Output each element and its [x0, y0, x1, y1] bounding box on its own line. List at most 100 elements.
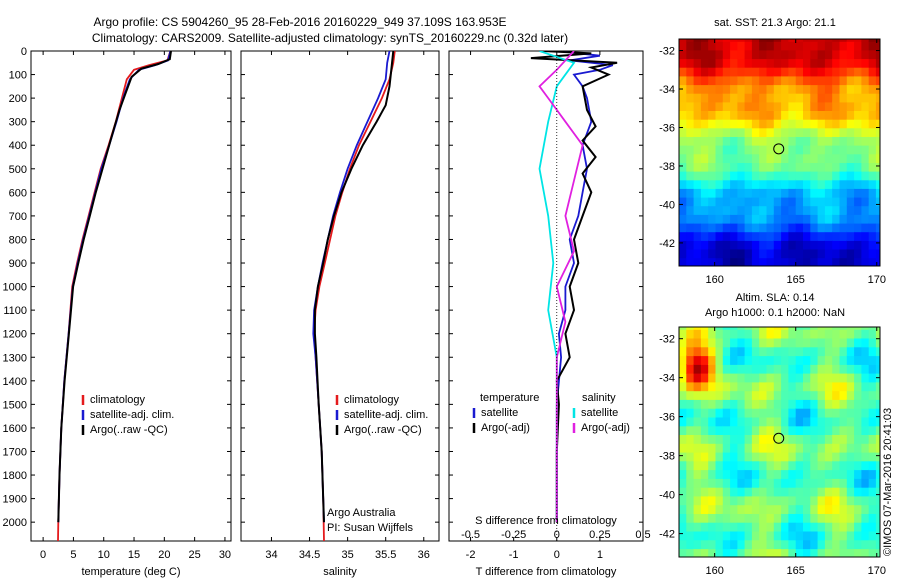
heatmap-cell — [832, 364, 841, 374]
heatmap-cell — [817, 513, 826, 523]
heatmap-cell — [795, 92, 804, 103]
heatmap-cell — [846, 328, 855, 339]
heatmap-cell — [722, 118, 731, 129]
map-y-tick-label: -38 — [659, 451, 675, 463]
heatmap-cell — [788, 399, 797, 409]
heatmap-cell — [722, 110, 731, 120]
heatmap-cell — [832, 355, 841, 365]
heatmap-cell — [708, 257, 717, 266]
heatmap-cell — [854, 451, 863, 462]
heatmap-cell — [795, 478, 804, 488]
heatmap-cell — [744, 478, 753, 488]
heatmap-cell — [679, 337, 688, 348]
heatmap-cell — [715, 539, 724, 550]
heatmap-cell — [832, 451, 841, 462]
heatmap-cell — [700, 407, 709, 418]
heatmap-cell — [861, 530, 870, 541]
heatmap-cell — [875, 434, 880, 444]
heatmap-cell — [730, 407, 739, 418]
heatmap-cell — [686, 231, 695, 241]
heatmap-cell — [875, 214, 880, 224]
heatmap-cell — [817, 58, 826, 68]
heatmap-cell — [766, 539, 775, 550]
heatmap-cell — [715, 39, 724, 42]
sst-heatmap-cells — [679, 39, 880, 266]
heatmap-cell — [832, 214, 841, 224]
heatmap-cell — [875, 58, 880, 68]
heatmap-cell — [759, 39, 768, 42]
heatmap-cell — [693, 101, 702, 111]
heatmap-cell — [766, 170, 775, 181]
heatmap-cell — [832, 495, 841, 506]
heatmap-cell — [737, 127, 746, 137]
heatmap-cell — [875, 521, 880, 532]
heatmap-cell — [751, 231, 760, 241]
temperature-panel: 0100200300400500600700800900100011001200… — [3, 46, 232, 578]
heatmap-cell — [722, 416, 731, 427]
heatmap-cell — [737, 346, 746, 357]
depth-tick-label: 1900 — [3, 494, 27, 506]
heatmap-cell — [781, 214, 790, 224]
heatmap-cell — [795, 179, 804, 189]
heatmap-cell — [788, 127, 797, 137]
heatmap-cell — [832, 399, 841, 409]
heatmap-cell — [751, 162, 760, 172]
heatmap-cell — [817, 170, 826, 181]
heatmap-cell — [839, 127, 848, 137]
heatmap-cell — [795, 355, 804, 365]
heatmap-cell — [737, 40, 746, 51]
heatmap-cell — [693, 416, 702, 427]
heatmap-cell — [693, 257, 702, 266]
heatmap-cell — [715, 355, 724, 365]
heatmap-cell — [817, 257, 826, 266]
legend-label: satellite-adj. clim. — [344, 409, 428, 421]
heatmap-cell — [744, 153, 753, 163]
heatmap-cell — [832, 39, 841, 42]
heatmap-cell — [700, 75, 709, 86]
heatmap-cell — [781, 40, 790, 51]
heatmap-cell — [817, 337, 826, 348]
heatmap-cell — [708, 407, 717, 418]
heatmap-cell — [773, 214, 782, 224]
map-y-tick-label: -36 — [659, 412, 675, 424]
heatmap-cell — [832, 49, 841, 60]
heatmap-cell — [839, 478, 848, 488]
heatmap-cell — [773, 248, 782, 259]
heatmap-cell — [730, 58, 739, 68]
map-y-tick-label: -34 — [659, 373, 675, 385]
heatmap-cell — [788, 110, 797, 120]
heatmap-cell — [751, 364, 760, 374]
heatmap-cell — [708, 451, 717, 462]
heatmap-cell — [832, 478, 841, 488]
heatmap-cell — [817, 460, 826, 471]
heatmap-cell — [737, 101, 746, 111]
heatmap-cell — [773, 58, 782, 68]
heatmap-cell — [810, 381, 819, 392]
heatmap-cell — [810, 118, 819, 129]
heatmap-cell — [737, 188, 746, 198]
heatmap-cell — [708, 469, 717, 479]
heatmap-cell — [846, 92, 855, 103]
heatmap-cell — [824, 188, 833, 198]
heatmap-cell — [868, 372, 877, 383]
heatmap-cell — [751, 214, 760, 224]
heatmap-cell — [708, 101, 717, 111]
heatmap-cell — [773, 416, 782, 427]
heatmap-cell — [781, 407, 790, 418]
heatmap-cell — [795, 196, 804, 207]
heatmap-cell — [795, 75, 804, 86]
heatmap-cell — [803, 257, 812, 266]
heatmap-cell — [781, 110, 790, 120]
heatmap-cell — [693, 460, 702, 471]
heatmap-cell — [861, 58, 870, 68]
depth-tick-label: 100 — [9, 70, 27, 82]
heatmap-cell — [839, 39, 848, 42]
heatmap-cell — [751, 92, 760, 103]
heatmap-cell — [824, 469, 833, 479]
heatmap-cell — [846, 451, 855, 462]
heatmap-cell — [810, 222, 819, 233]
heatmap-cell — [679, 136, 688, 146]
heatmap-cell — [846, 144, 855, 155]
heatmap-cell — [730, 548, 739, 557]
heatmap-cell — [810, 248, 819, 259]
